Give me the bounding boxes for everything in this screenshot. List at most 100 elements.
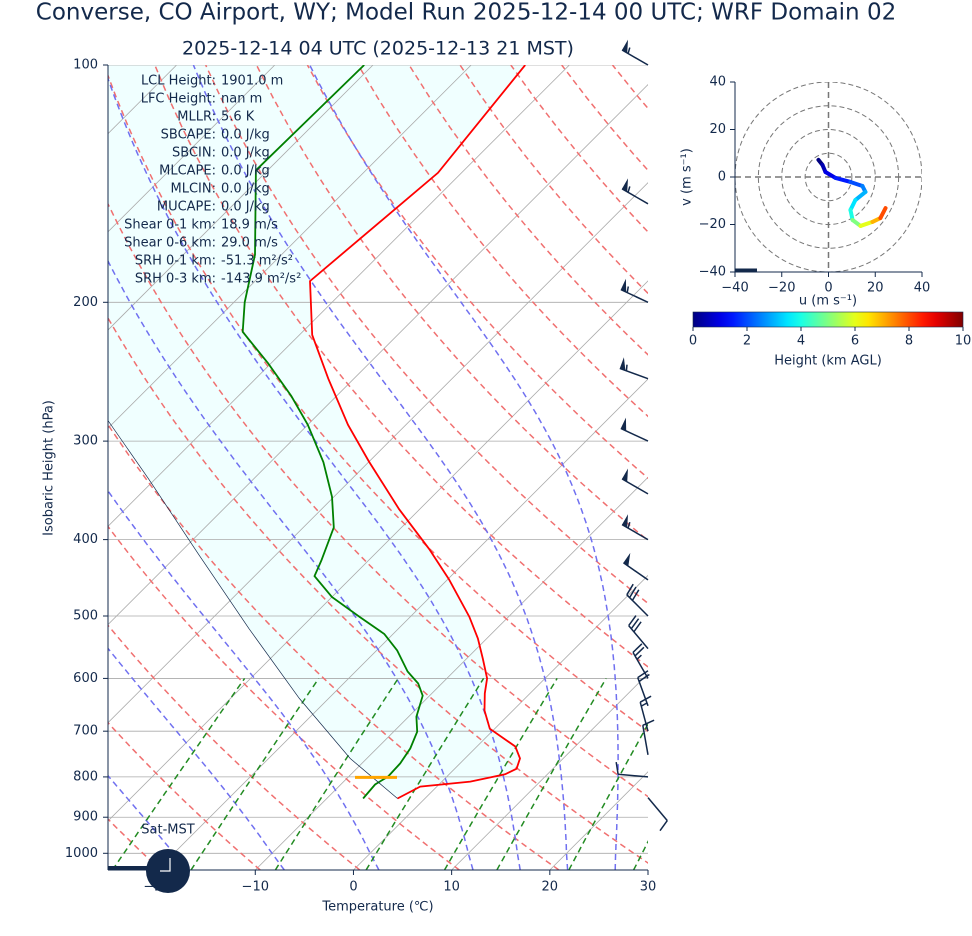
dry-adiabat xyxy=(357,65,648,418)
mixing-ratio xyxy=(568,722,648,870)
colorbar-label: Height (km AGL) xyxy=(774,354,882,369)
y-tick-label: 500 xyxy=(73,608,98,623)
dry-adiabat xyxy=(108,721,261,870)
y-tick-label: 300 xyxy=(73,434,98,449)
wind-barb xyxy=(621,39,649,66)
stat-value: -51.3 m²/s² xyxy=(221,254,293,269)
barb-staff xyxy=(632,652,649,679)
barb-feather xyxy=(634,646,645,657)
barb-feather xyxy=(631,589,640,601)
stat-label: SBCAPE: xyxy=(161,128,216,143)
wind-barb xyxy=(622,552,649,581)
stat-value: 0.0 J/kg xyxy=(221,164,270,179)
hodo-segment xyxy=(853,189,868,203)
y-tick-label: 200 xyxy=(73,295,98,310)
hodo-x-tick-label: 40 xyxy=(914,281,931,296)
x-tick-label: 0 xyxy=(349,880,357,895)
wind-barb xyxy=(621,468,649,495)
x-tick-label: 30 xyxy=(640,880,657,895)
dry-adiabat xyxy=(108,316,648,864)
stat-label: SRH 0-3 km: xyxy=(135,272,216,287)
barb-staff xyxy=(628,625,649,650)
barb-feather xyxy=(628,615,637,627)
y-tick-label: 1000 xyxy=(65,846,98,861)
barb-feather xyxy=(628,586,637,598)
isotherm xyxy=(108,65,276,233)
profile-line xyxy=(241,65,424,800)
isotherm xyxy=(108,65,570,527)
isotherm xyxy=(108,182,648,724)
dry-adiabat xyxy=(108,202,648,798)
wind-barb xyxy=(626,583,649,617)
y-tick-label: 100 xyxy=(73,58,98,73)
isotherm xyxy=(108,65,374,331)
mixing-ratio xyxy=(111,677,246,870)
x-tick-label: 10 xyxy=(443,880,460,895)
hodo-y-tick-label: −40 xyxy=(699,265,726,280)
station-label: Sat-MST xyxy=(141,823,194,838)
barb-staff xyxy=(626,594,649,617)
wind-barb xyxy=(628,615,649,650)
barb-pennant xyxy=(619,357,626,371)
isotherm xyxy=(451,673,648,870)
dry-adiabat xyxy=(154,65,648,668)
hodo-segment xyxy=(833,175,853,184)
colorbar xyxy=(692,311,964,328)
barb-half xyxy=(625,364,628,371)
barb-feather xyxy=(637,670,649,679)
stat-value: 0.0 J/kg xyxy=(221,182,270,197)
barb-feather xyxy=(639,695,652,703)
barb-staff xyxy=(647,797,668,822)
barb-half xyxy=(626,286,630,293)
barb-feather xyxy=(615,761,619,775)
isotherm xyxy=(156,378,648,870)
chart-subtitle: 2025-12-14 04 UTC (2025-12-13 21 MST) xyxy=(182,38,574,60)
barb-feather xyxy=(638,673,650,683)
barb-half xyxy=(627,186,631,193)
barb-feather xyxy=(633,621,642,633)
colorbar-tick-label: 4 xyxy=(797,334,805,349)
colorbar-tick-label: 0 xyxy=(689,334,697,349)
stat-value: 29.0 m/s xyxy=(221,236,278,251)
mixing-ratio xyxy=(190,677,320,870)
dry-adiabat xyxy=(108,624,361,870)
hodo-x-label: u (m s⁻¹) xyxy=(799,294,857,309)
hodograph-plot xyxy=(735,82,922,272)
wind-barb xyxy=(620,417,649,442)
hodo-x-tick-label: 0 xyxy=(824,281,832,296)
hodo-segment xyxy=(848,179,865,189)
hodo-y-tick-label: 0 xyxy=(718,170,726,185)
wind-barb xyxy=(637,670,650,707)
colorbar-tick-label: 10 xyxy=(955,334,972,349)
y-tick-label: 800 xyxy=(73,769,98,784)
barb-staff xyxy=(637,677,649,707)
stat-value: -143.9 m²/s² xyxy=(221,272,301,287)
y-tick-label: 600 xyxy=(73,671,98,686)
wind-barb xyxy=(647,797,668,832)
wind-barb xyxy=(615,761,649,778)
wind-barb xyxy=(642,719,655,755)
wind-barb xyxy=(621,178,649,205)
moist-adiabat xyxy=(309,65,619,870)
isotherm xyxy=(108,65,472,429)
hodo-y-label: v (m s⁻¹) xyxy=(680,148,695,206)
wind-barb xyxy=(621,514,649,541)
hodo-y-tick-label: 40 xyxy=(709,75,726,90)
hodo-segment xyxy=(858,219,875,228)
profile-line xyxy=(108,419,398,799)
barb-pennant xyxy=(623,552,631,567)
stat-label: MLCIN: xyxy=(171,182,216,197)
wind-barb xyxy=(620,278,649,303)
barb-feather xyxy=(659,820,668,832)
barb-half xyxy=(627,47,631,54)
hodo-y-tick-label: −20 xyxy=(699,217,726,232)
stat-label: Shear 0-6 km: xyxy=(124,236,216,251)
stat-label: MLLR: xyxy=(177,110,216,125)
moist-adiabat xyxy=(108,774,189,870)
y-axis-label: Isobaric Height (hPa) xyxy=(42,400,57,536)
hodo-x-tick-label: 20 xyxy=(867,281,884,296)
dry-adiabat xyxy=(108,423,560,870)
x-tick-label: 20 xyxy=(542,880,559,895)
barb-staff xyxy=(618,773,649,778)
